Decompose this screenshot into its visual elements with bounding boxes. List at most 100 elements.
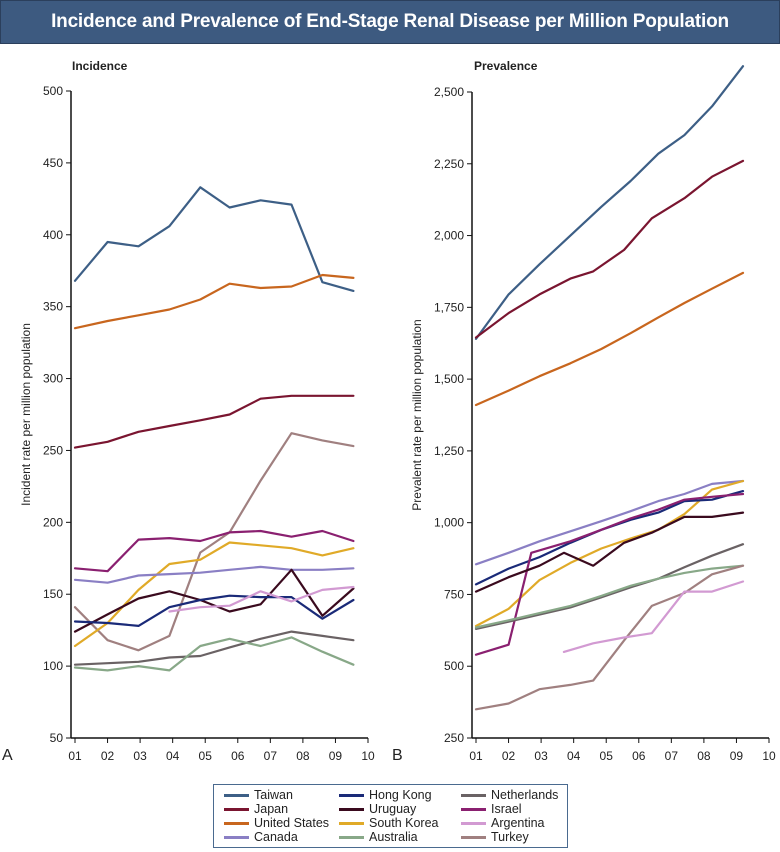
legend-swatch xyxy=(339,821,364,825)
legend-swatch xyxy=(224,807,249,811)
series-line-uruguay xyxy=(474,511,745,593)
x-tick-label: 07 xyxy=(665,749,679,763)
y-tick-label: 500 xyxy=(444,659,464,673)
x-tick-label: 01 xyxy=(469,749,483,763)
legend-label: Netherlands xyxy=(491,788,559,802)
panel-prevalence: Prevalence 250 500 750 1,000 1,250 1,500 1,750 2… xyxy=(392,59,776,764)
legend-item-australia: Australia xyxy=(339,830,418,844)
series-line-japan xyxy=(474,159,745,339)
series-line-united-states xyxy=(474,271,745,407)
x-tick-label: 09 xyxy=(329,749,343,763)
x-tick-label: 10 xyxy=(361,749,375,763)
legend-swatch xyxy=(224,835,249,839)
panel-title: Incidence xyxy=(72,59,128,73)
panel-incidence: Incidence 50 100 150 200 250 300 350 400 450 500 01… xyxy=(2,59,375,764)
legend-label: Australia xyxy=(369,830,418,844)
x-tick-label: 04 xyxy=(567,749,581,763)
legend-swatch xyxy=(339,835,364,839)
legend-item-argentina: Argentina xyxy=(461,816,545,830)
y-tick-label: 2,500 xyxy=(434,85,464,99)
series-line-hong-kong xyxy=(73,594,355,628)
series-line-israel xyxy=(73,529,355,573)
series-line-netherlands xyxy=(474,543,745,631)
legend-item-taiwan: Taiwan xyxy=(224,788,293,802)
legend-swatch xyxy=(339,807,364,811)
y-tick-label: 300 xyxy=(43,372,63,386)
y-tick-label: 100 xyxy=(43,659,63,673)
legend-swatch xyxy=(224,821,249,825)
legend-label: Israel xyxy=(491,802,522,816)
y-axis-label: Prevalent rate per million population xyxy=(410,319,424,510)
x-tick-label: 03 xyxy=(534,749,548,763)
legend-item-united-states: United States xyxy=(224,816,329,830)
x-tick-label: 04 xyxy=(166,749,180,763)
series-line-israel xyxy=(474,492,745,656)
legend-label: Hong Kong xyxy=(369,788,432,802)
y-tick-label: 500 xyxy=(43,84,63,98)
panel-title: Prevalence xyxy=(474,59,538,73)
series-line-netherlands xyxy=(73,630,355,666)
y-tick-label: 400 xyxy=(43,228,63,242)
legend-swatch xyxy=(224,793,249,797)
x-tick-label: 03 xyxy=(133,749,147,763)
series-line-argentina xyxy=(562,580,745,654)
legend-label: Canada xyxy=(254,830,298,844)
panel-letter: A xyxy=(2,747,13,764)
series-line-australia xyxy=(474,564,745,629)
y-tick-label: 250 xyxy=(43,443,63,457)
series-line-canada xyxy=(474,479,745,566)
legend-item-hong-kong: Hong Kong xyxy=(339,788,432,802)
y-tick-label: 1,000 xyxy=(434,516,464,530)
x-tick-label: 02 xyxy=(502,749,516,763)
legend-item-netherlands: Netherlands xyxy=(461,788,558,802)
series-line-united-states xyxy=(73,273,355,330)
legend-label: South Korea xyxy=(369,816,439,830)
x-tick-label: 05 xyxy=(600,749,614,763)
legend-label: Turkey xyxy=(491,830,529,844)
series-line-turkey xyxy=(474,564,745,711)
y-axis-label: Incident rate per million population xyxy=(19,323,33,506)
legend-item-israel: Israel xyxy=(461,802,522,816)
legend-swatch xyxy=(339,793,364,797)
y-tick-label: 350 xyxy=(43,300,63,314)
y-tick-label: 250 xyxy=(444,731,464,745)
chart-title: Incidence and Prevalence of End-Stage Re… xyxy=(51,11,729,32)
x-tick-label: 09 xyxy=(730,749,744,763)
x-tick-label: 05 xyxy=(199,749,213,763)
y-tick-label: 750 xyxy=(444,587,464,601)
series-line-japan xyxy=(73,394,355,449)
series-line-uruguay xyxy=(73,568,355,633)
y-tick-label: 1,500 xyxy=(434,372,464,386)
legend-swatch xyxy=(461,793,486,797)
series-line-turkey xyxy=(73,432,355,652)
legend-item-canada: Canada xyxy=(224,830,298,844)
x-tick-label: 08 xyxy=(296,749,310,763)
panel-letter: B xyxy=(392,747,403,764)
legend-label: Japan xyxy=(254,802,289,816)
y-tick-label: 1,750 xyxy=(434,300,464,314)
y-tick-label: 150 xyxy=(43,587,63,601)
legend-label: United States xyxy=(254,816,330,830)
legend: Taiwan Japan United States Canada Hong Kong U… xyxy=(213,784,568,848)
series-line-taiwan xyxy=(474,65,745,340)
x-tick-label: 06 xyxy=(231,749,245,763)
x-tick-label: 02 xyxy=(101,749,115,763)
x-tick-label: 01 xyxy=(68,749,82,763)
series-line-south-korea xyxy=(474,479,745,628)
series-line-argentina xyxy=(168,585,355,613)
legend-item-turkey: Turkey xyxy=(461,830,529,844)
x-tick-label: 06 xyxy=(632,749,646,763)
y-tick-label: 2,000 xyxy=(434,229,464,243)
legend-label: Taiwan xyxy=(254,788,293,802)
series-line-canada xyxy=(73,565,355,584)
legend-item-uruguay: Uruguay xyxy=(339,802,416,816)
series-line-taiwan xyxy=(73,186,355,292)
y-tick-label: 450 xyxy=(43,156,63,170)
legend-label: Uruguay xyxy=(369,802,417,816)
x-tick-label: 10 xyxy=(762,749,776,763)
legend-swatch xyxy=(461,821,486,825)
legend-swatch xyxy=(461,807,486,811)
x-tick-label: 07 xyxy=(264,749,278,763)
x-tick-label: 08 xyxy=(697,749,711,763)
legend-label: Argentina xyxy=(491,816,545,830)
